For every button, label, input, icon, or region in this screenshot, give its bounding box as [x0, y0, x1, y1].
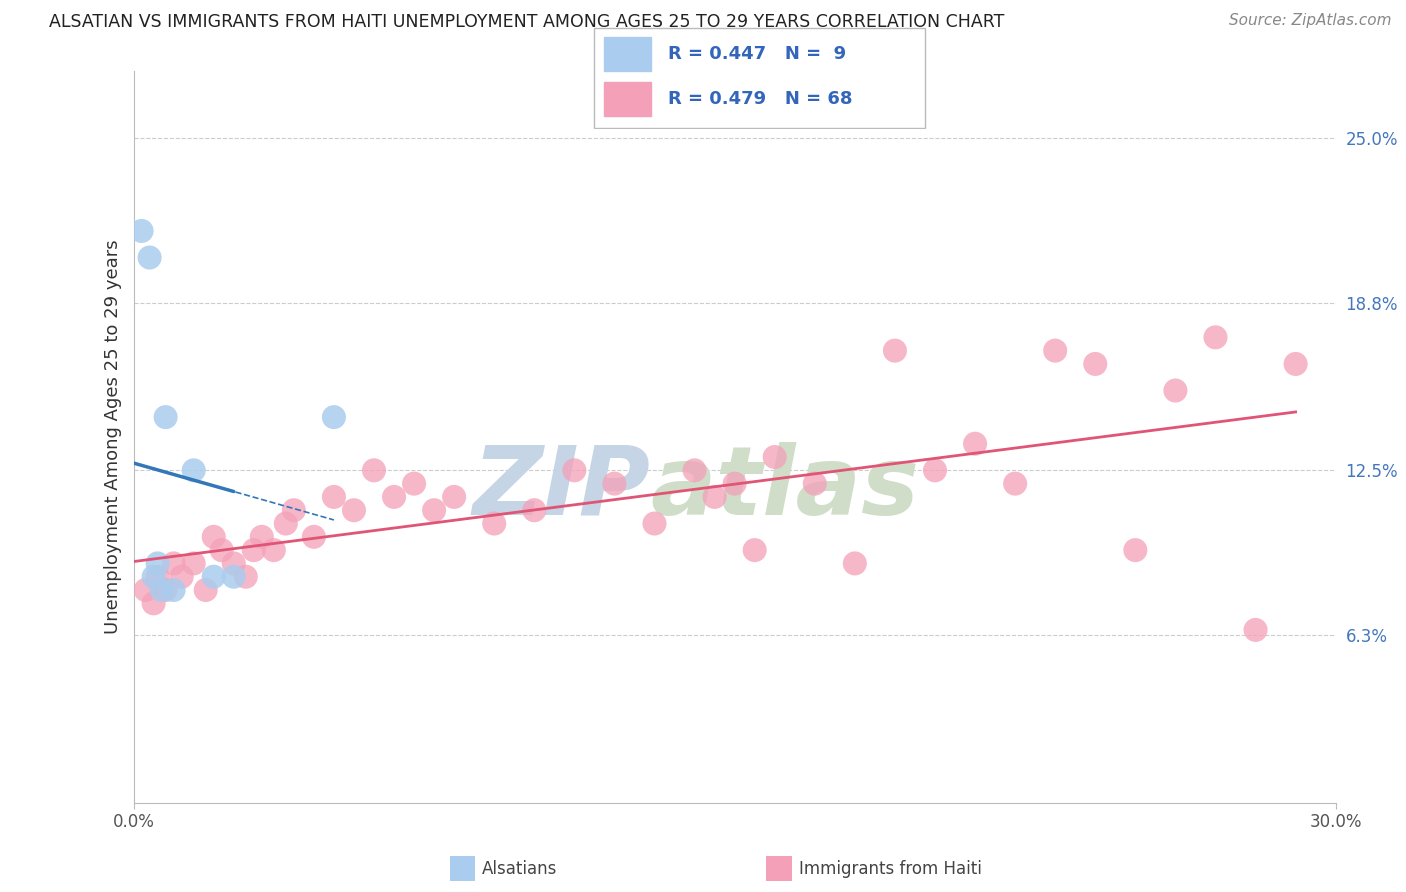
Point	[744, 543, 766, 558]
Point	[363, 463, 385, 477]
Point	[183, 463, 205, 477]
Point	[146, 557, 169, 571]
Point	[250, 530, 273, 544]
Point	[423, 503, 446, 517]
Point	[1204, 330, 1226, 344]
Text: Immigrants from Haiti: Immigrants from Haiti	[799, 860, 981, 878]
Text: atlas: atlas	[651, 442, 920, 535]
Point	[844, 557, 866, 571]
Point	[323, 490, 346, 504]
Point	[564, 463, 586, 477]
Point	[323, 410, 346, 425]
Y-axis label: Unemployment Among Ages 25 to 29 years: Unemployment Among Ages 25 to 29 years	[104, 240, 122, 634]
Point	[1285, 357, 1308, 371]
Point	[138, 251, 160, 265]
Point	[302, 530, 325, 544]
Point	[343, 503, 366, 517]
Point	[170, 570, 193, 584]
Text: R = 0.479   N = 68: R = 0.479 N = 68	[668, 90, 852, 108]
Point	[202, 530, 225, 544]
Point	[1244, 623, 1267, 637]
Point	[1045, 343, 1067, 358]
Point	[804, 476, 827, 491]
Point	[183, 557, 205, 571]
Point	[484, 516, 506, 531]
Point	[884, 343, 907, 358]
Bar	[605, 37, 651, 70]
Point	[142, 596, 165, 610]
Point	[1125, 543, 1147, 558]
Text: ZIP: ZIP	[472, 442, 651, 535]
Point	[703, 490, 725, 504]
Text: Source: ZipAtlas.com: Source: ZipAtlas.com	[1229, 13, 1392, 29]
Point	[135, 582, 157, 597]
Point	[243, 543, 266, 558]
Point	[274, 516, 297, 531]
Point	[150, 582, 173, 597]
Point	[1084, 357, 1107, 371]
Point	[155, 410, 177, 425]
Point	[443, 490, 465, 504]
Point	[382, 490, 405, 504]
Point	[162, 582, 186, 597]
Point	[162, 557, 186, 571]
Point	[644, 516, 666, 531]
Text: ALSATIAN VS IMMIGRANTS FROM HAITI UNEMPLOYMENT AMONG AGES 25 TO 29 YEARS CORRELA: ALSATIAN VS IMMIGRANTS FROM HAITI UNEMPL…	[49, 13, 1004, 31]
Point	[211, 543, 233, 558]
Point	[155, 582, 177, 597]
Bar	[605, 82, 651, 116]
Point	[146, 570, 169, 584]
Point	[683, 463, 706, 477]
Point	[965, 436, 987, 450]
Point	[235, 570, 257, 584]
Point	[222, 570, 245, 584]
Point	[131, 224, 153, 238]
Point	[194, 582, 217, 597]
Point	[202, 570, 225, 584]
Point	[263, 543, 285, 558]
Point	[1164, 384, 1187, 398]
Point	[763, 450, 786, 464]
Point	[1004, 476, 1026, 491]
Point	[723, 476, 745, 491]
Point	[603, 476, 626, 491]
Point	[283, 503, 305, 517]
Point	[523, 503, 546, 517]
Point	[222, 557, 245, 571]
Text: R = 0.447   N =  9: R = 0.447 N = 9	[668, 45, 846, 63]
Point	[142, 570, 165, 584]
FancyBboxPatch shape	[593, 28, 925, 128]
Point	[924, 463, 946, 477]
Point	[404, 476, 426, 491]
Text: Alsatians: Alsatians	[482, 860, 558, 878]
